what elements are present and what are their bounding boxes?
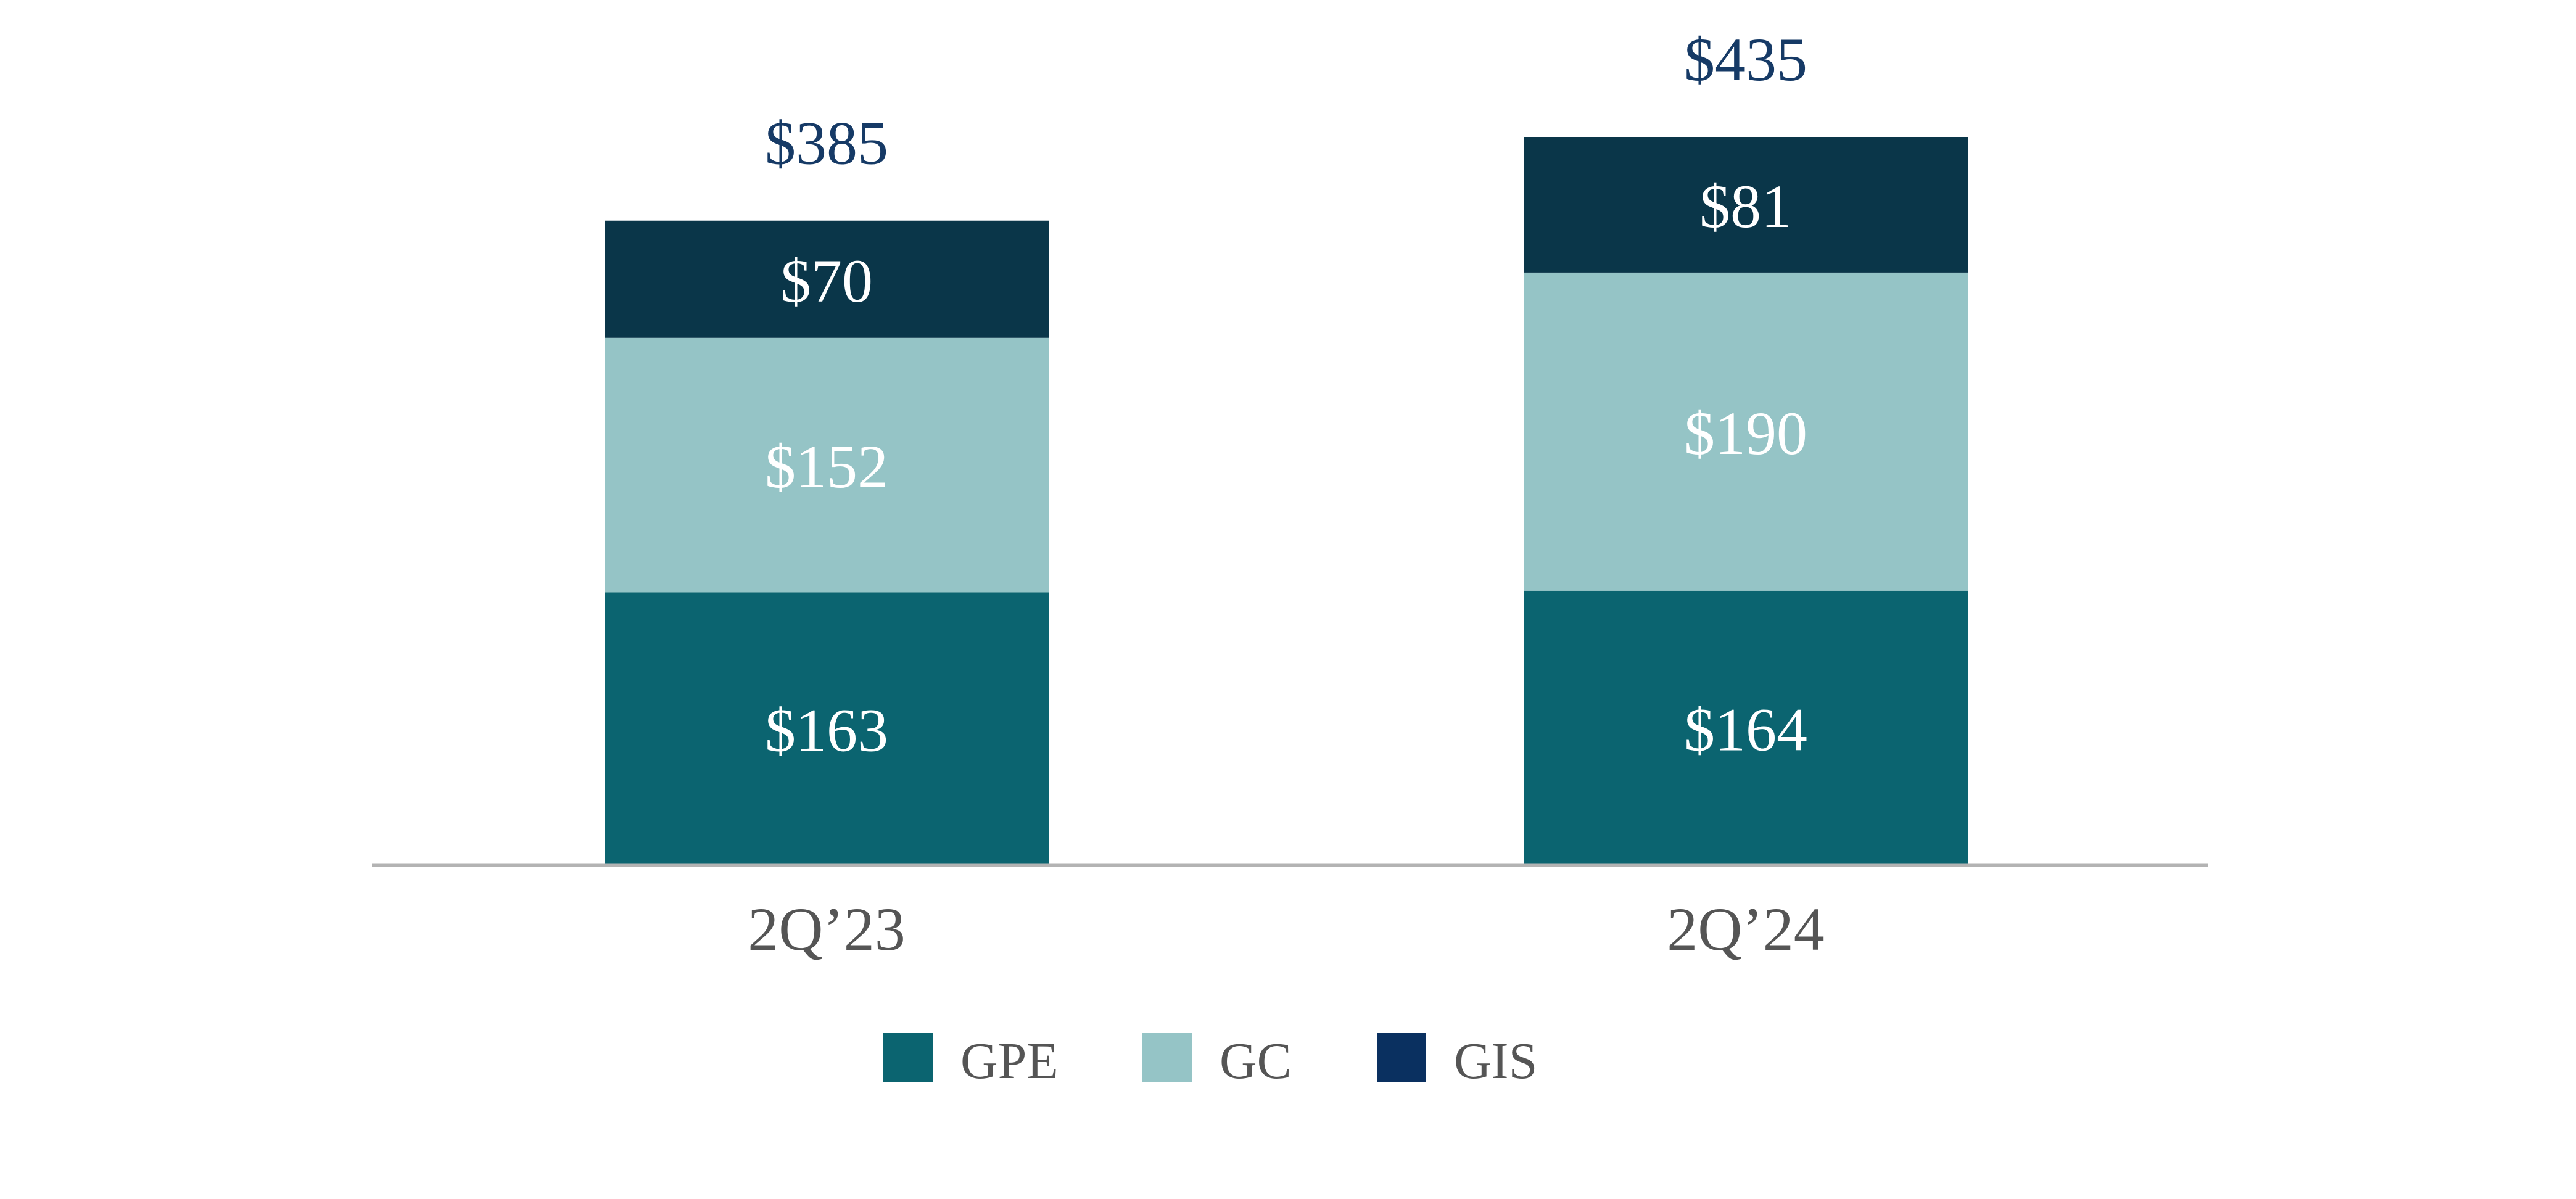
bar-segment-gc	[1524, 272, 1968, 591]
legend-item-gpe: GPE	[883, 1032, 1059, 1090]
legend-item-gis: GIS	[1377, 1032, 1537, 1090]
segment-value-label: $164	[1684, 695, 1807, 764]
segment-value-label: $190	[1684, 399, 1807, 468]
total-value-label: $435	[1684, 25, 1807, 94]
bar-segment-gpe	[605, 592, 1049, 865]
bar-stack-1: $164 $190 $81 $435	[1524, 25, 1968, 865]
legend-label: GC	[1220, 1032, 1292, 1090]
legend-label: GPE	[960, 1032, 1059, 1090]
legend: GPE GC GIS	[883, 1032, 1537, 1090]
legend-swatch	[883, 1033, 933, 1082]
bar-segment-gis	[1524, 137, 1968, 273]
bar-segment-gpe	[1524, 590, 1968, 865]
legend-label: GIS	[1454, 1032, 1537, 1090]
segment-value-label: $163	[765, 696, 888, 765]
bar-stack-0: $163 $152 $70 $385	[605, 109, 1049, 865]
legend-swatch	[1142, 1033, 1192, 1082]
x-tick-label: 2Q’24	[1667, 895, 1825, 963]
x-tick-label: 2Q’23	[748, 895, 906, 963]
legend-swatch	[1377, 1033, 1426, 1082]
segment-value-label: $70	[780, 247, 873, 315]
segment-value-label: $152	[765, 432, 888, 501]
total-value-label: $385	[765, 109, 888, 178]
bars-layer: $163 $152 $70 $385 $164 $190 $81 $435	[605, 25, 1968, 865]
bar-segment-gc	[605, 337, 1049, 593]
x-tick-labels: 2Q’23 2Q’24	[748, 895, 1825, 963]
legend-item-gc: GC	[1142, 1032, 1292, 1090]
segment-value-label: $81	[1699, 172, 1792, 241]
bar-segment-gis	[605, 220, 1049, 338]
